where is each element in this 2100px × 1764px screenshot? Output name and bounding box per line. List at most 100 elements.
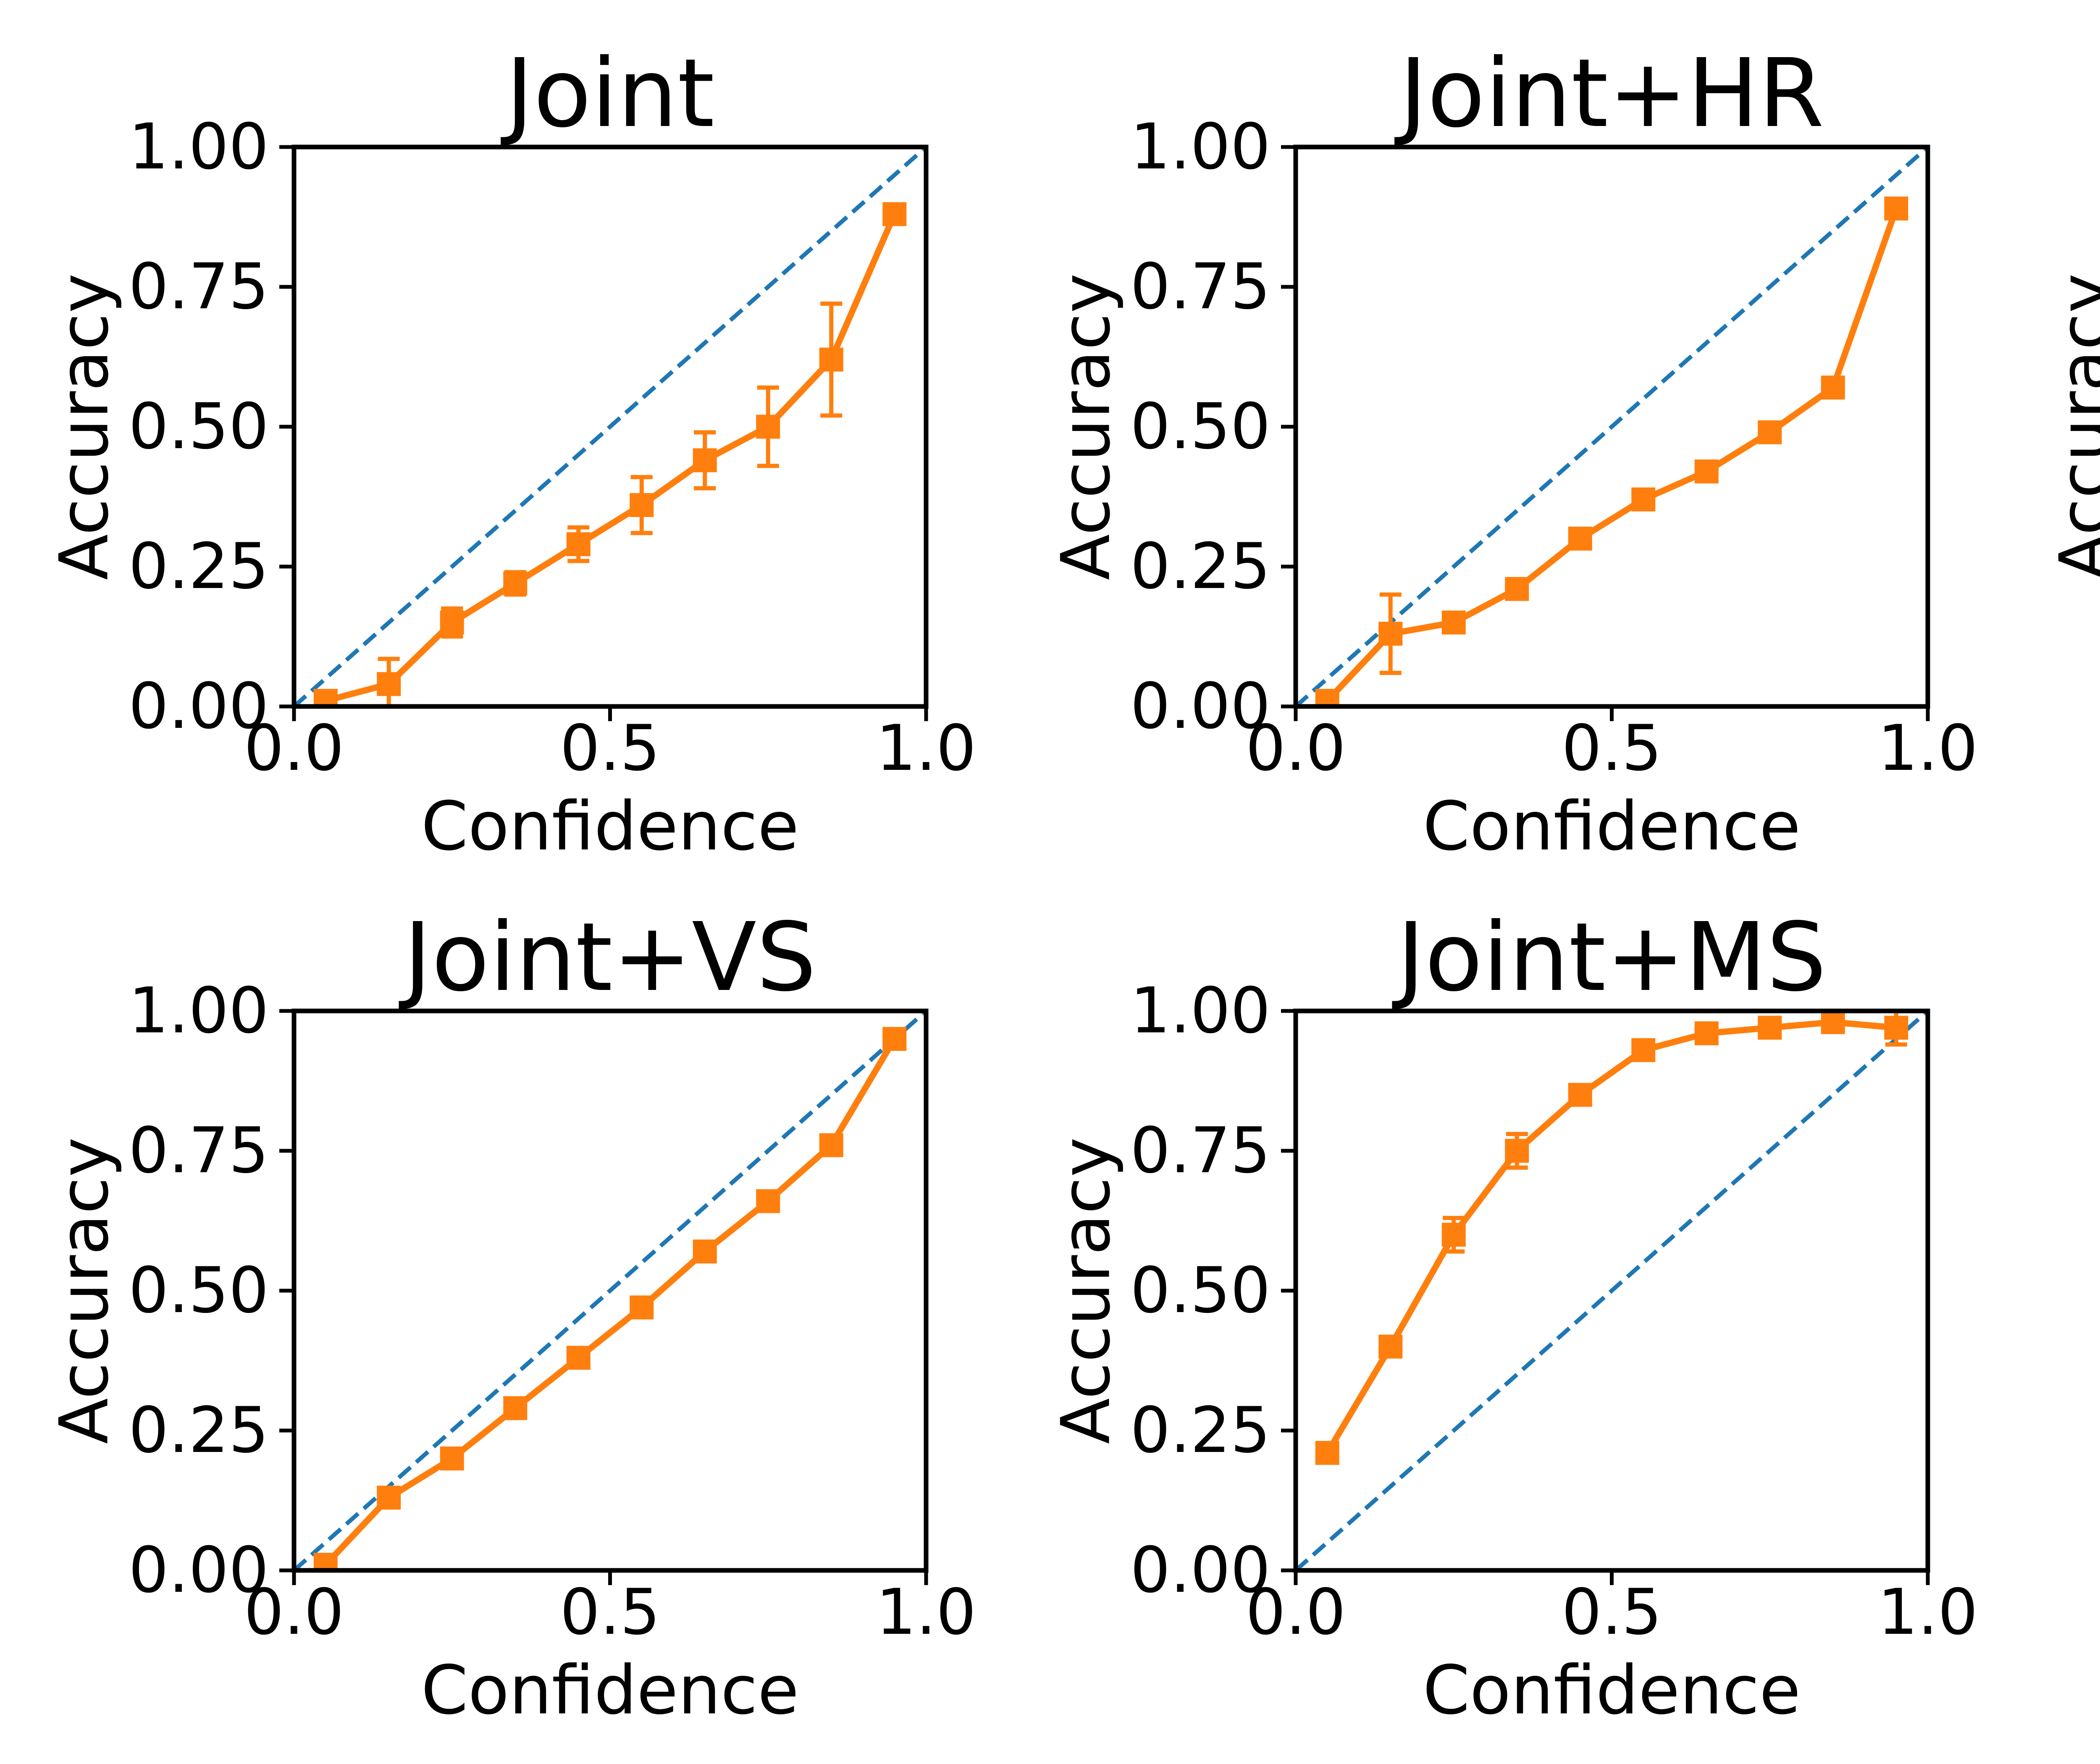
data-point-marker — [1568, 1083, 1592, 1107]
x-tick-label: 0.5 — [560, 1576, 660, 1649]
data-point-marker — [503, 1396, 528, 1420]
data-point-marker — [1884, 197, 1908, 221]
calibration-curve — [1324, 1019, 1897, 1455]
subplot-joint-vs: 0.0 0.5 1.0 0.00 0.25 0.50 0.75 1.00 Joint+VS Con… — [45, 903, 976, 1730]
y-tick-label: 0.50 — [129, 1254, 269, 1327]
plot-area — [1296, 1011, 1928, 1570]
data-point-marker — [313, 1553, 338, 1570]
subplot-title: Joint+MS — [1392, 903, 1827, 1013]
x-tick-label: 0.0 — [244, 712, 344, 785]
y-tick-label: 0.25 — [129, 1394, 269, 1467]
calibration-curve — [325, 213, 898, 704]
data-point-marker — [882, 1027, 907, 1051]
data-point-marker — [1441, 610, 1466, 635]
calibration-curve — [1325, 207, 1899, 703]
calibration-curve — [323, 1037, 898, 1567]
data-point-marker — [1631, 1038, 1656, 1062]
x-tick-label: 1.0 — [876, 1576, 976, 1649]
data-point-marker — [630, 493, 654, 517]
data-point-marker — [313, 689, 338, 706]
y-tick-label: 0.00 — [129, 1534, 269, 1607]
data-point-marker — [882, 202, 907, 226]
subplot-title: Joint+VS — [399, 903, 816, 1013]
data-point-marker — [1315, 689, 1339, 706]
y-tick-label: 0.75 — [129, 1114, 269, 1187]
subplot-joint: 0.0 0.5 1.0 0.00 0.25 0.50 0.75 1.00 Joint Confid… — [45, 39, 976, 866]
y-tick-label: 0.25 — [1130, 1394, 1270, 1467]
y-tick-label: 0.50 — [1130, 390, 1270, 463]
data-point-marker — [756, 415, 780, 439]
perfect-calibration-line — [1296, 147, 1928, 706]
data-point-marker — [1631, 487, 1656, 512]
x-axis-label: Confidence — [1423, 787, 1801, 866]
y-axis-label: Accuracy — [45, 273, 123, 580]
x-tick-label: 0.5 — [1562, 712, 1662, 785]
y-tick-label: 0.75 — [1130, 1114, 1270, 1187]
y-tick-label: 0.75 — [129, 250, 269, 323]
data-point-marker — [503, 571, 528, 596]
perfect-calibration-line — [1296, 1011, 1928, 1570]
y-axis-label: Accuracy — [1047, 273, 1125, 580]
x-tick-label: 1.0 — [1878, 1576, 1978, 1649]
x-tick-label: 0.5 — [560, 712, 660, 785]
x-tick-label: 0.0 — [1246, 712, 1346, 785]
plot-area — [1296, 147, 1928, 706]
x-tick-label: 1.0 — [876, 712, 976, 785]
y-tick-label: 0.25 — [1130, 530, 1270, 603]
data-point-marker — [756, 1189, 780, 1213]
data-point-marker — [819, 347, 843, 372]
data-point-marker — [1378, 1334, 1403, 1359]
perfect-calibration-line — [294, 147, 926, 706]
data-point-marker — [440, 1446, 464, 1471]
subplot-title: Joint+HR — [1394, 39, 1824, 149]
data-point-marker — [819, 1133, 843, 1158]
subplot-title: Joint — [501, 39, 714, 149]
data-point-marker — [1441, 1223, 1466, 1247]
y-axis-label: Accuracy — [2045, 273, 2100, 580]
plot-area — [294, 1011, 926, 1570]
data-point-marker — [1315, 1441, 1339, 1465]
subplot-joint-hr: 0.0 0.5 1.0 0.00 0.25 0.50 0.75 1.00 Joint+HR Con… — [1047, 39, 1978, 866]
x-tick-label: 0.0 — [1246, 1576, 1346, 1649]
x-tick-label: 0.0 — [244, 1576, 344, 1649]
y-tick-label: 1.00 — [129, 974, 269, 1047]
x-axis-label: Confidence — [421, 787, 799, 866]
x-tick-label: 1.0 — [1878, 712, 1978, 785]
y-axis-label: Accuracy — [45, 1137, 123, 1444]
data-point-marker — [1821, 375, 1845, 400]
data-point-marker — [630, 1295, 654, 1320]
y-tick-label: 0.75 — [1130, 250, 1270, 323]
y-tick-label: 0.00 — [1130, 670, 1270, 743]
data-point-marker — [1821, 1011, 1845, 1034]
x-tick-label: 0.5 — [1562, 1576, 1662, 1649]
data-point-marker — [1505, 577, 1529, 601]
y-axis-label: Accuracy — [1047, 1137, 1125, 1444]
y-tick-label: 0.50 — [129, 390, 269, 463]
data-point-marker — [440, 610, 464, 635]
perfect-calibration-line — [294, 1011, 926, 1570]
data-point-marker — [693, 448, 717, 472]
y-tick-label: 0.00 — [1130, 1534, 1270, 1607]
data-point-marker — [1568, 526, 1592, 551]
data-point-marker — [377, 672, 401, 696]
data-point-marker — [1694, 459, 1719, 484]
data-point-marker — [1378, 622, 1403, 646]
x-axis-label: Confidence — [421, 1651, 799, 1730]
data-point-marker — [1694, 1021, 1719, 1045]
subplot-joint-ms: 0.0 0.5 1.0 0.00 0.25 0.50 0.75 1.00 Joint+MS Con… — [1047, 903, 1978, 1730]
y-tick-label: 0.50 — [1130, 1254, 1270, 1327]
subplot-joint-ts: 0.00.51.00.000.250.500.751.00Joint+TSCon… — [2045, 273, 2100, 580]
data-point-marker — [1758, 420, 1782, 444]
data-point-marker — [1505, 1139, 1529, 1163]
data-point-marker — [1884, 1016, 1908, 1040]
data-point-marker — [377, 1486, 401, 1510]
y-tick-label: 1.00 — [1130, 974, 1270, 1047]
data-point-marker — [566, 1346, 591, 1370]
y-tick-label: 0.00 — [129, 670, 269, 743]
data-point-marker — [693, 1239, 717, 1264]
plot-area — [294, 147, 926, 706]
x-axis-label: Confidence — [1423, 1651, 1801, 1730]
